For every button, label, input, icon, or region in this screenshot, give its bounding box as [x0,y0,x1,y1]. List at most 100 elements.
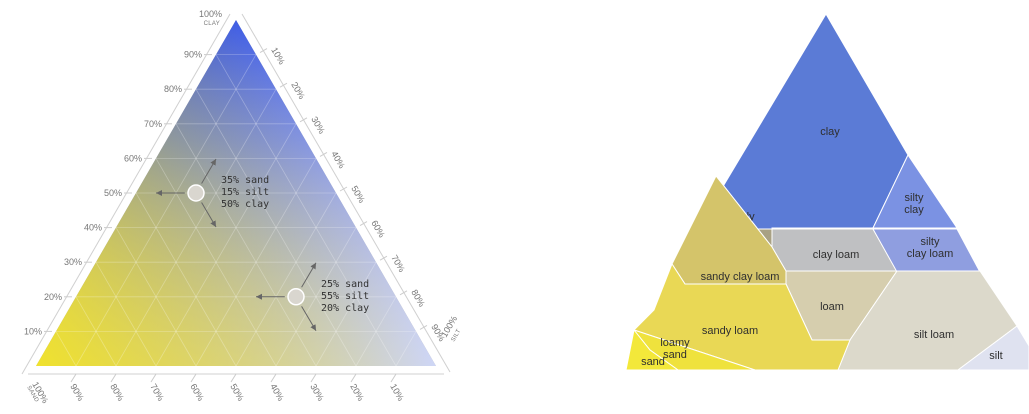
sand-tick [110,373,117,383]
grid-line [195,158,317,367]
soil-class-sand: sand [625,328,680,371]
silt-tick-label: 10% [269,46,287,67]
sample-annotation-line: 25% sand [321,279,369,290]
sand-tick-label: 80% [108,382,126,403]
silt-arrow [301,262,317,288]
silt-tick [319,151,328,157]
grid-line [275,227,357,367]
silt-tick-label: 60% [369,219,387,240]
clay-tick-label: 40% [84,223,102,233]
soil-class-label: loam [820,301,844,313]
soil-class-label: clay [820,126,840,138]
soil-class-label: sandy clay loam [701,271,780,283]
soil-class-label: sandy loam [702,325,758,337]
soil-class-label: silt loam [914,329,954,341]
sample-marker [287,288,305,306]
silt-axis-name: SILT [451,328,463,343]
soil-class-label: silty [905,192,924,204]
clay-axis: 10% 20% 30% 40% 50% 60% 70% 80% 90% 100% CLAY [24,9,222,336]
grid-line [115,88,277,367]
clay-axis-name: CLAY [204,21,220,27]
sand-axis: 90% 80% 70% 60% 50% 40% 30% 20% 10%100%SAND [25,373,406,405]
silt-tick [339,186,348,192]
soil-class-label: sand [641,356,665,368]
grid-line [135,192,237,367]
clay-tick-label: 30% [64,257,82,267]
sample-annotation-line: 55% silt [321,291,369,302]
sand-arrow [301,306,317,332]
sand-tick-label: 20% [348,382,366,403]
clay-tick-label: 80% [164,84,182,94]
grid-line [115,227,197,367]
soil-class-label: loamy [660,337,690,349]
sample-annotation-line: 15% silt [221,187,269,198]
clay-axis-line [21,13,231,375]
soil-class-region [872,153,958,229]
sand-tick [390,373,397,383]
sand-tick [190,373,197,383]
soil-class-label: sand [663,349,687,361]
sand-tick [270,373,277,383]
soil-class-silt: silt [956,325,1029,371]
grid-line [175,123,317,367]
silt-tick [419,324,428,330]
silt-tick-label: 50% [349,184,367,205]
clay-tick-label: 90% [184,50,202,60]
silt-arrow [201,158,217,184]
grid-line [355,296,397,367]
soil-class-label: silty [921,236,940,248]
clay-tick-label: 60% [124,153,142,163]
grid-line [235,192,337,367]
grid-line [75,54,257,367]
grid-line [75,296,117,367]
sand-tick-label: 30% [308,382,326,403]
grid-line [395,331,417,367]
soil-class-label: clay loam [813,249,859,261]
silt-axis-line [241,13,451,373]
soil-class-region [956,325,1029,371]
soil-class-sandy-loam: sandy loam [633,262,851,371]
soil-class-triangle: claysiltyclaysandyclayclay loamsiltyclay… [625,13,1029,371]
sand-tick-label: 40% [268,382,286,403]
grid-line [315,261,377,367]
sample-annotation-line: 20% clay [321,303,369,314]
sand-arrow [201,202,217,228]
silt-tick [299,117,308,123]
sand-tick [310,373,317,383]
ternary-diagram: 10%20%30%40%50%60%70%80%90%100%CLAY 10%2… [21,9,463,405]
sand-tick-label: 90% [68,382,86,403]
sand-tick-label: 50% [228,382,246,403]
clay-tick-label: 70% [144,119,162,129]
sample-marker [187,184,205,202]
sand-tick-label: 10% [388,382,406,403]
soil-class-region [625,328,680,371]
clay-tick-label: 50% [104,188,122,198]
silt-tick-label: 70% [389,253,407,274]
clay-tick-label: 20% [44,292,62,302]
sample-annotation-line: 35% sand [221,175,269,186]
silt-tick [379,255,388,261]
grid-line [95,261,157,367]
sand-tick [230,373,237,383]
grid-line [195,88,357,367]
silt-tick [259,48,268,54]
soil-class-label: clay [904,204,924,216]
sand-tick-label: 70% [148,382,166,403]
grid-line [55,331,77,367]
silt-tick [279,82,288,88]
clay-tick-label: 10% [24,326,42,336]
grid-line [155,123,297,367]
soil-class-label: clay loam [907,248,953,260]
silt-tick-label: 40% [329,149,347,170]
sand-tick [350,373,357,383]
sample-annotation-line: 50% clay [221,199,269,210]
silt-tick-label: 80% [409,288,427,309]
silt-tick-label: 30% [309,115,327,136]
silt-tick [359,221,368,227]
sand-tick-label: 60% [188,382,206,403]
silt-tick-label: 20% [289,80,307,101]
